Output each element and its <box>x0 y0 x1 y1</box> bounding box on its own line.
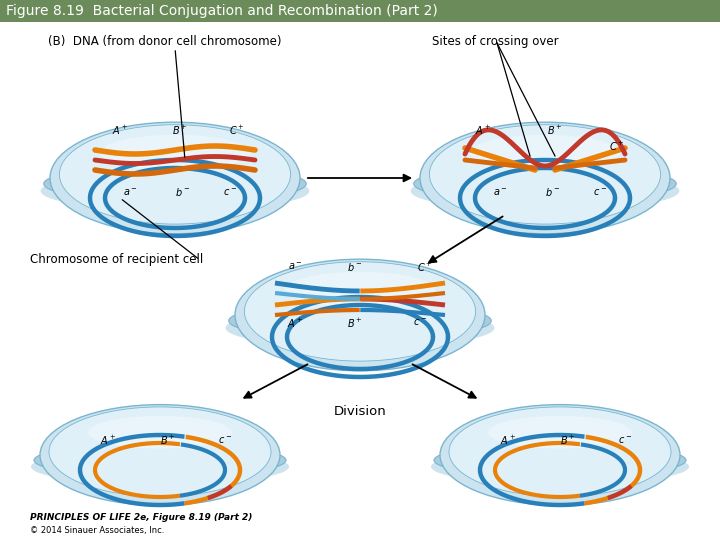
Text: $c^-$: $c^-$ <box>618 435 632 446</box>
Text: $c^-$: $c^-$ <box>218 435 232 446</box>
Ellipse shape <box>100 135 250 171</box>
Text: $B^+$: $B^+$ <box>172 124 188 137</box>
Ellipse shape <box>420 122 670 234</box>
Text: © 2014 Sinauer Associates, Inc.: © 2014 Sinauer Associates, Inc. <box>30 525 164 535</box>
Text: Figure 8.19  Bacterial Conjugation and Recombination (Part 2): Figure 8.19 Bacterial Conjugation and Re… <box>6 4 438 18</box>
Text: Chromosome of recipient cell: Chromosome of recipient cell <box>30 253 203 267</box>
Text: $c^-$: $c^-$ <box>413 318 427 328</box>
Bar <box>0 0 720 22</box>
Ellipse shape <box>434 443 686 477</box>
Text: $b^-$: $b^-$ <box>545 186 561 198</box>
Ellipse shape <box>88 416 232 449</box>
Ellipse shape <box>285 272 435 308</box>
Ellipse shape <box>414 165 676 202</box>
Ellipse shape <box>40 404 280 505</box>
Ellipse shape <box>440 404 680 505</box>
Text: $a^-$: $a^-$ <box>492 186 508 198</box>
Text: $b^-$: $b^-$ <box>176 186 191 198</box>
Text: Division: Division <box>333 405 387 418</box>
Ellipse shape <box>431 449 689 484</box>
Text: $A^+$: $A^+$ <box>112 124 128 137</box>
Text: $B^+$: $B^+$ <box>160 434 176 447</box>
Text: $B^+$: $B^+$ <box>347 316 363 329</box>
Text: Sites of crossing over: Sites of crossing over <box>432 35 559 48</box>
Ellipse shape <box>244 262 476 361</box>
Ellipse shape <box>225 308 495 348</box>
Ellipse shape <box>34 443 286 477</box>
Text: PRINCIPLES OF LIFE 2e, Figure 8.19 (Part 2): PRINCIPLES OF LIFE 2e, Figure 8.19 (Part… <box>30 514 253 523</box>
Ellipse shape <box>49 407 271 497</box>
Ellipse shape <box>410 171 680 211</box>
Ellipse shape <box>40 171 310 211</box>
Text: $B^+$: $B^+$ <box>560 434 576 447</box>
Text: $C^+$: $C^+$ <box>229 124 245 137</box>
Ellipse shape <box>429 125 661 224</box>
Text: $C^+$: $C^+$ <box>417 260 433 274</box>
Ellipse shape <box>449 407 671 497</box>
Ellipse shape <box>470 135 620 171</box>
Text: $c^-$: $c^-$ <box>593 186 607 198</box>
Ellipse shape <box>31 449 289 484</box>
Ellipse shape <box>44 165 306 202</box>
Text: $A^+$: $A^+$ <box>100 434 116 447</box>
Text: $a^-$: $a^-$ <box>122 186 138 198</box>
Text: $a^-$: $a^-$ <box>287 261 302 273</box>
Text: (B)  DNA (from donor cell chromosome): (B) DNA (from donor cell chromosome) <box>48 35 282 48</box>
Text: $c^-$: $c^-$ <box>223 186 237 198</box>
Text: $A^+$: $A^+$ <box>500 434 516 447</box>
Ellipse shape <box>50 122 300 234</box>
Text: $B^+$: $B^+$ <box>547 124 563 137</box>
Text: $A^+$: $A^+$ <box>475 124 491 137</box>
Ellipse shape <box>59 125 291 224</box>
Text: $A^+$: $A^+$ <box>287 316 303 329</box>
Ellipse shape <box>488 416 632 449</box>
Ellipse shape <box>235 259 485 371</box>
Text: $C^+$: $C^+$ <box>609 139 625 152</box>
Ellipse shape <box>229 302 491 340</box>
Text: $b^-$: $b^-$ <box>347 261 363 273</box>
